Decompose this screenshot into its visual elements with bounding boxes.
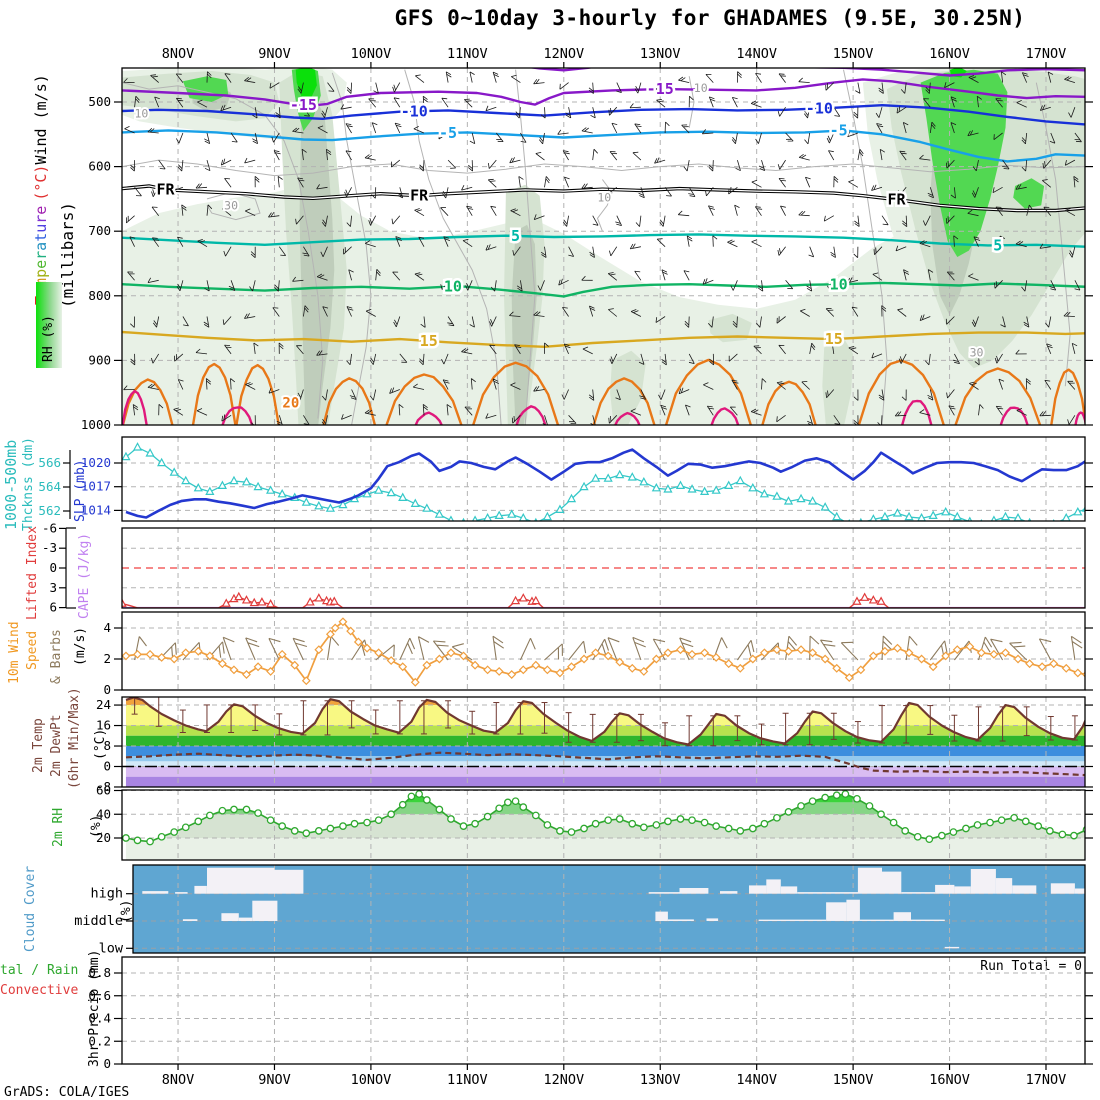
svg-text:0: 0 bbox=[103, 759, 111, 774]
svg-text:11NOV: 11NOV bbox=[447, 46, 488, 62]
svg-text:3: 3 bbox=[49, 580, 57, 595]
legend-convective: Convective bbox=[0, 983, 79, 998]
svg-text:10: 10 bbox=[830, 275, 848, 293]
svg-text:13NOV: 13NOV bbox=[640, 46, 681, 62]
svg-text:20: 20 bbox=[96, 830, 111, 845]
svg-text:564: 564 bbox=[38, 479, 61, 494]
svg-text:16: 16 bbox=[96, 718, 111, 733]
svg-text:0: 0 bbox=[103, 682, 111, 697]
svg-text:FR: FR bbox=[156, 180, 175, 198]
svg-text:700: 700 bbox=[88, 223, 111, 238]
svg-text:500: 500 bbox=[88, 94, 111, 109]
svg-text:6: 6 bbox=[49, 600, 57, 615]
svg-text:1017: 1017 bbox=[81, 479, 111, 494]
svg-text:566: 566 bbox=[38, 455, 61, 470]
svg-text:15: 15 bbox=[825, 330, 843, 348]
svg-text:-6: -6 bbox=[42, 520, 57, 535]
svg-text:-15: -15 bbox=[290, 96, 317, 114]
svg-text:-10: -10 bbox=[401, 102, 428, 120]
svg-text:800: 800 bbox=[88, 288, 111, 303]
svg-text:0.6: 0.6 bbox=[88, 988, 111, 1003]
svg-text:0.8: 0.8 bbox=[88, 965, 111, 980]
run-total-annotation: Run Total = 0 bbox=[980, 959, 1082, 974]
svg-text:12NOV: 12NOV bbox=[543, 46, 584, 62]
svg-text:4: 4 bbox=[103, 620, 111, 635]
svg-text:-5: -5 bbox=[439, 124, 457, 142]
svg-text:24: 24 bbox=[96, 697, 111, 712]
svg-text:-15: -15 bbox=[647, 80, 674, 98]
svg-text:14NOV: 14NOV bbox=[736, 1072, 777, 1088]
svg-text:10: 10 bbox=[694, 81, 708, 95]
svg-text:9NOV: 9NOV bbox=[258, 1072, 291, 1088]
svg-text:-3: -3 bbox=[42, 540, 57, 555]
svg-text:15NOV: 15NOV bbox=[833, 46, 874, 62]
svg-text:8NOV: 8NOV bbox=[162, 1072, 195, 1088]
svg-text:60: 60 bbox=[96, 783, 111, 798]
svg-text:-8: -8 bbox=[96, 779, 111, 794]
svg-text:10: 10 bbox=[134, 107, 148, 121]
svg-text:5: 5 bbox=[511, 227, 520, 245]
svg-text:17NOV: 17NOV bbox=[1026, 46, 1067, 62]
svg-text:1020: 1020 bbox=[81, 455, 111, 470]
svg-text:0.2: 0.2 bbox=[88, 1033, 111, 1048]
svg-text:562: 562 bbox=[38, 503, 61, 518]
svg-text:5: 5 bbox=[993, 236, 1002, 254]
svg-text:15NOV: 15NOV bbox=[833, 1072, 874, 1088]
svg-text:900: 900 bbox=[88, 352, 111, 367]
svg-text:16NOV: 16NOV bbox=[929, 46, 970, 62]
svg-text:11NOV: 11NOV bbox=[447, 1072, 488, 1088]
svg-text:high: high bbox=[90, 886, 123, 902]
svg-text:30: 30 bbox=[224, 198, 238, 212]
svg-text:14NOV: 14NOV bbox=[736, 46, 777, 62]
svg-text:middle: middle bbox=[74, 913, 123, 929]
svg-text:30: 30 bbox=[970, 346, 984, 360]
svg-text:1014: 1014 bbox=[81, 502, 111, 517]
svg-text:0.4: 0.4 bbox=[88, 1011, 111, 1026]
svg-text:8NOV: 8NOV bbox=[162, 46, 195, 62]
svg-text:-5: -5 bbox=[830, 122, 848, 140]
page-title: GFS 0~10day 3-hourly for GHADAMES (9.5E,… bbox=[394, 6, 1026, 30]
svg-text:2: 2 bbox=[103, 651, 111, 666]
svg-text:15: 15 bbox=[420, 332, 438, 350]
grads-credit: GrADS: COLA/IGES bbox=[4, 1085, 130, 1100]
rh-shading-legend: RH (%) bbox=[36, 282, 62, 368]
svg-text:FR: FR bbox=[887, 191, 906, 209]
svg-text:0: 0 bbox=[103, 1056, 111, 1071]
svg-text:13NOV: 13NOV bbox=[640, 1072, 681, 1088]
svg-text:17NOV: 17NOV bbox=[1026, 1072, 1067, 1088]
svg-text:600: 600 bbox=[88, 159, 111, 174]
svg-text:10: 10 bbox=[597, 191, 611, 205]
svg-text:-10: -10 bbox=[806, 99, 833, 117]
svg-text:1000: 1000 bbox=[81, 417, 111, 432]
legend-total-rain: tal / Rain bbox=[0, 963, 79, 978]
svg-text:20: 20 bbox=[282, 396, 299, 412]
svg-text:10NOV: 10NOV bbox=[351, 1072, 392, 1088]
svg-text:FR: FR bbox=[410, 187, 429, 205]
svg-text:12NOV: 12NOV bbox=[543, 1072, 584, 1088]
svg-text:40: 40 bbox=[96, 806, 111, 821]
svg-text:10NOV: 10NOV bbox=[351, 46, 392, 62]
svg-text:0: 0 bbox=[49, 560, 57, 575]
svg-text:low: low bbox=[99, 940, 124, 956]
svg-text:9NOV: 9NOV bbox=[258, 46, 291, 62]
svg-text:16NOV: 16NOV bbox=[929, 1072, 970, 1088]
svg-text:8: 8 bbox=[103, 738, 111, 753]
svg-text:10: 10 bbox=[444, 277, 462, 295]
